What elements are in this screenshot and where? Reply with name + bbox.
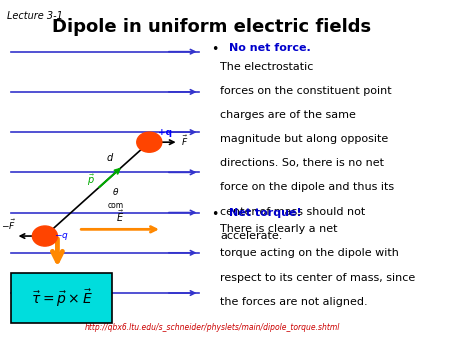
Text: the forces are not aligned.: the forces are not aligned. (220, 297, 368, 307)
Text: $\vec{F}$: $\vec{F}$ (180, 134, 188, 147)
Text: $\vec{p}$: $\vec{p}$ (87, 173, 94, 188)
Text: accelerate.: accelerate. (220, 231, 283, 241)
Circle shape (137, 132, 162, 152)
Text: torque acting on the dipole with: torque acting on the dipole with (220, 248, 399, 259)
Text: The electrostatic: The electrostatic (220, 62, 314, 72)
Circle shape (32, 226, 58, 246)
Text: $-\vec{F}$: $-\vec{F}$ (1, 218, 16, 232)
Text: http://qbx6.ltu.edu/s_schneider/physlets/main/dipole_torque.shtml: http://qbx6.ltu.edu/s_schneider/physlets… (84, 322, 340, 332)
Text: center of mass should not: center of mass should not (220, 207, 365, 217)
Text: $\vec{\tau} = \vec{p} \times \vec{E}$: $\vec{\tau} = \vec{p} \times \vec{E}$ (31, 287, 93, 309)
Text: $\vec{E}$: $\vec{E}$ (116, 209, 124, 224)
Text: directions. So, there is no net: directions. So, there is no net (220, 158, 384, 168)
Text: $-q$: $-q$ (54, 231, 69, 242)
Text: No net force.: No net force. (229, 43, 310, 53)
Text: •: • (212, 43, 223, 56)
Text: charges are of the same: charges are of the same (220, 110, 356, 120)
Text: Dipole in uniform electric fields: Dipole in uniform electric fields (52, 18, 372, 36)
Text: magnitude but along opposite: magnitude but along opposite (220, 134, 388, 144)
Text: force on the dipole and thus its: force on the dipole and thus its (220, 183, 394, 192)
Text: •: • (212, 208, 223, 221)
Text: forces on the constituent point: forces on the constituent point (220, 86, 392, 96)
Text: Net torque!: Net torque! (229, 208, 302, 218)
Text: d: d (107, 153, 113, 163)
Text: There is clearly a net: There is clearly a net (220, 224, 338, 234)
Text: $\theta$: $\theta$ (112, 186, 119, 197)
Text: respect to its center of mass, since: respect to its center of mass, since (220, 272, 415, 283)
Text: com: com (108, 200, 124, 210)
Text: Lecture 3-1: Lecture 3-1 (7, 11, 63, 21)
FancyBboxPatch shape (12, 273, 112, 323)
Text: +q: +q (158, 128, 172, 137)
